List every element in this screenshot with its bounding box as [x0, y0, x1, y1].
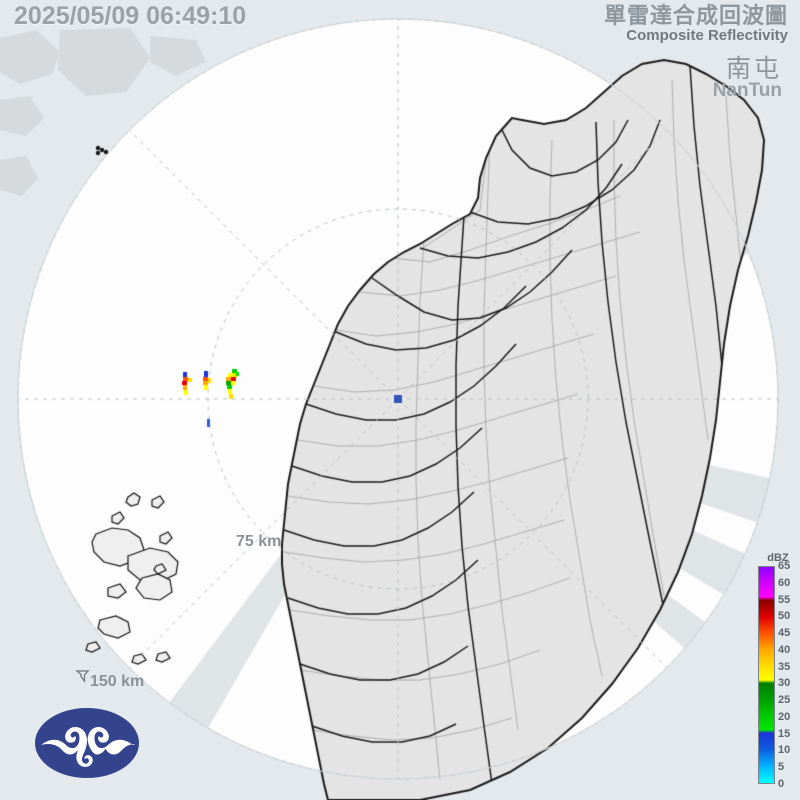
product-title-zh: 單雷達合成回波圖 [603, 3, 788, 28]
colorbar-gradient [758, 566, 775, 784]
station-name-en: NanTun [712, 80, 782, 101]
colorbar-tick-5: 5 [778, 761, 785, 774]
station-name-zh: 南屯 [725, 55, 782, 83]
title-block: 單雷達合成回波圖 Composite Reflectivity [604, 4, 788, 44]
colorbar-tick-10: 10 [778, 744, 791, 757]
colorbar-tick-25: 25 [778, 694, 791, 707]
colorbar-tick-65: 65 [778, 560, 791, 572]
colorbar-tick-50: 50 [778, 610, 791, 623]
range-ring-label-75: 75 km [236, 533, 282, 550]
colorbar-unit-label: dBZ [767, 552, 789, 564]
colorbar-tick-0: 0 [778, 778, 785, 790]
colorbar-panel: dBZ 65 60 55 50 45 40 35 30 25 20 15 10 5 0 [756, 552, 800, 792]
station-block: 南屯 NanTun [712, 55, 782, 101]
colorbar-tick-20: 20 [778, 710, 791, 723]
product-title-en: Composite Reflectivity [626, 27, 788, 45]
range-ring-label-150: 150 km [90, 673, 145, 690]
colorbar-tick-60: 60 [778, 576, 791, 589]
colorbar-tick-45: 45 [778, 627, 791, 640]
colorbar-tick-30: 30 [778, 677, 791, 690]
cwa-logo [35, 708, 139, 778]
colorbar-tick-15: 15 [778, 727, 791, 740]
colorbar-tick-35: 35 [778, 660, 791, 673]
range-pointer-icon [75, 670, 90, 683]
timestamp-label: 2025/05/09 06:49:10 [14, 2, 247, 30]
colorbar-tick-55: 55 [778, 593, 791, 606]
colorbar-tick-40: 40 [778, 643, 791, 656]
colorbar-tick-labels: 65 60 55 50 45 40 35 30 25 20 15 10 5 0 [776, 560, 800, 790]
